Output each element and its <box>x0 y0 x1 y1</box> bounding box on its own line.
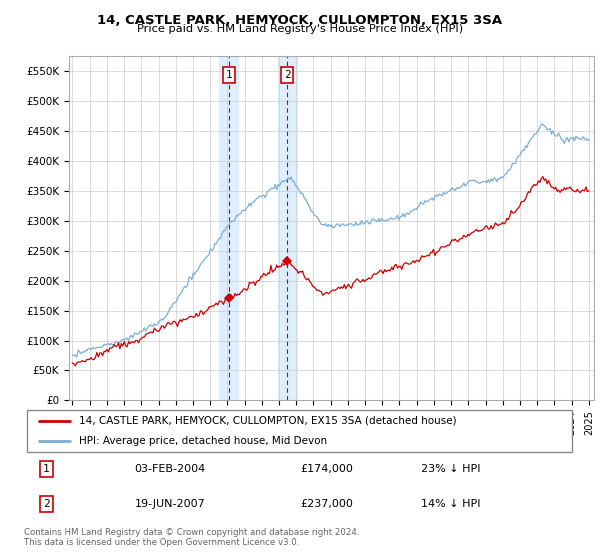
Text: 14, CASTLE PARK, HEMYOCK, CULLOMPTON, EX15 3SA: 14, CASTLE PARK, HEMYOCK, CULLOMPTON, EX… <box>97 14 503 27</box>
Text: 03-FEB-2004: 03-FEB-2004 <box>134 464 206 474</box>
Text: £237,000: £237,000 <box>300 499 353 509</box>
Text: HPI: Average price, detached house, Mid Devon: HPI: Average price, detached house, Mid … <box>79 436 328 446</box>
Text: 2: 2 <box>43 499 49 509</box>
Text: 14% ↓ HPI: 14% ↓ HPI <box>421 499 481 509</box>
Text: 14, CASTLE PARK, HEMYOCK, CULLOMPTON, EX15 3SA (detached house): 14, CASTLE PARK, HEMYOCK, CULLOMPTON, EX… <box>79 416 457 426</box>
Text: Price paid vs. HM Land Registry's House Price Index (HPI): Price paid vs. HM Land Registry's House … <box>137 24 463 34</box>
Text: 23% ↓ HPI: 23% ↓ HPI <box>421 464 481 474</box>
Text: Contains HM Land Registry data © Crown copyright and database right 2024.
This d: Contains HM Land Registry data © Crown c… <box>24 528 359 547</box>
Text: £174,000: £174,000 <box>300 464 353 474</box>
Text: 1: 1 <box>226 70 232 80</box>
Text: 1: 1 <box>43 464 49 474</box>
Bar <box>278 56 296 400</box>
Text: 19-JUN-2007: 19-JUN-2007 <box>134 499 205 509</box>
Bar <box>220 56 238 400</box>
Text: 2: 2 <box>284 70 290 80</box>
FancyBboxPatch shape <box>27 409 572 452</box>
